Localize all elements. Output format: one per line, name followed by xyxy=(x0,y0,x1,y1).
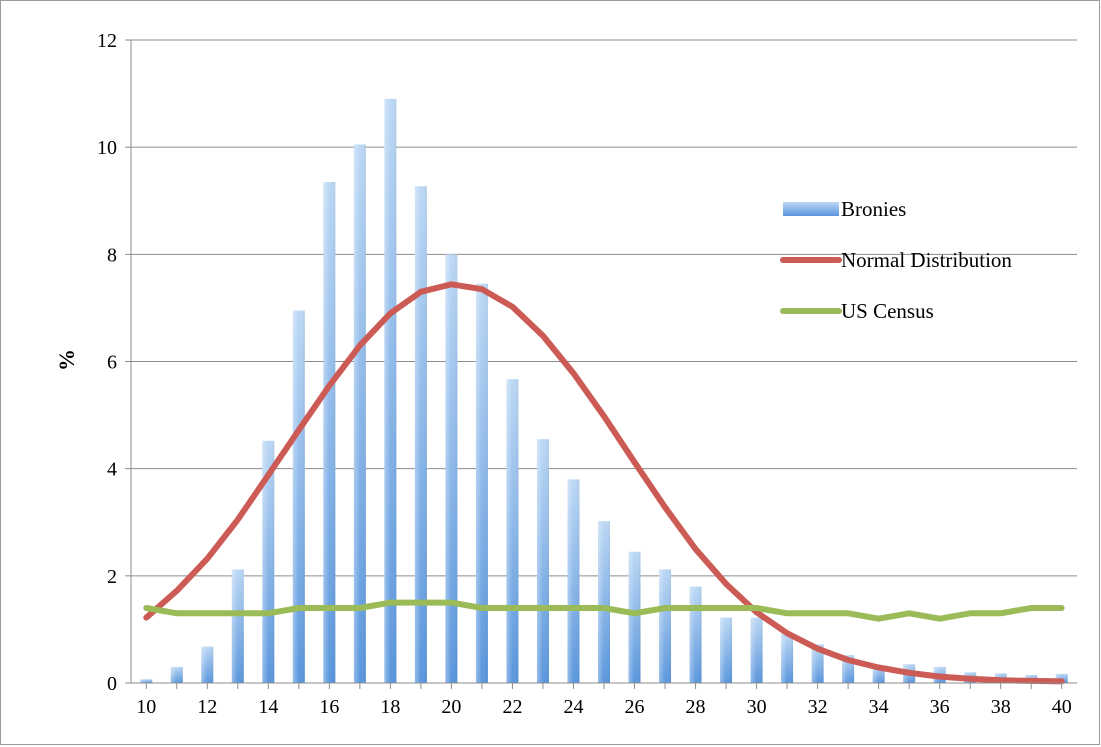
x-tick-label: 36 xyxy=(930,696,950,718)
bar-shine xyxy=(170,666,183,683)
x-tick-label: 12 xyxy=(197,696,217,718)
bar-shine xyxy=(201,646,214,683)
bar-shine xyxy=(536,439,549,683)
bar-15 xyxy=(292,310,305,683)
bar-30 xyxy=(750,617,763,683)
bar-26 xyxy=(628,551,641,683)
y-tick-label: 4 xyxy=(107,459,117,481)
bar-24 xyxy=(567,479,580,683)
legend-item-normal-distribution: Normal Distribution xyxy=(780,248,1012,272)
x-tick-label: 40 xyxy=(1052,696,1072,718)
bar-shine xyxy=(689,586,702,683)
bar-22 xyxy=(506,379,519,683)
bar-21 xyxy=(475,283,488,683)
x-tick-label: 28 xyxy=(686,696,706,718)
y-tick-label: 2 xyxy=(107,566,117,588)
bar-shine xyxy=(323,181,336,683)
bar-shine xyxy=(659,569,672,683)
x-tick-label: 24 xyxy=(563,696,583,718)
x-tick-label: 32 xyxy=(808,696,828,718)
bar-shine xyxy=(475,283,488,683)
bar-31 xyxy=(781,633,794,683)
bar-17 xyxy=(353,144,366,684)
bar-shine xyxy=(384,98,397,684)
bar-shine xyxy=(292,310,305,683)
bar-shine xyxy=(750,617,763,683)
bar-shine xyxy=(262,440,275,683)
y-axis-label: % xyxy=(54,349,79,371)
legend-item-us-census: US Census xyxy=(780,299,934,323)
y-tick-label: 0 xyxy=(107,673,117,695)
legend-label: US Census xyxy=(841,299,934,323)
bar-shine xyxy=(445,254,458,684)
x-tick-label: 18 xyxy=(380,696,400,718)
bronies-bars xyxy=(140,98,1068,684)
legend-label: Bronies xyxy=(841,197,906,221)
x-tick-label: 14 xyxy=(258,696,278,718)
bar-13 xyxy=(231,569,244,683)
us-census-line xyxy=(143,599,1065,622)
x-tick-label: 10 xyxy=(136,696,156,718)
axes xyxy=(125,39,1077,689)
bar-10 xyxy=(140,679,153,683)
bar-shine xyxy=(567,479,580,683)
legend-label: Normal Distribution xyxy=(841,248,1012,272)
bar-11 xyxy=(170,666,183,683)
bar-18 xyxy=(384,98,397,684)
normal-distribution-line xyxy=(143,281,1065,685)
bar-20 xyxy=(445,254,458,684)
y-tick-labels: 0 2 4 6 8 10 12 xyxy=(97,30,117,695)
bar-28 xyxy=(689,586,702,683)
legend: Bronies Normal Distribution US Census xyxy=(780,197,1012,323)
legend-item-bronies: Bronies xyxy=(783,197,906,221)
bar-shine xyxy=(353,144,366,684)
bar-shine xyxy=(140,679,153,683)
bar-12 xyxy=(201,646,214,683)
series-lines xyxy=(143,281,1065,685)
bar-shine xyxy=(414,186,427,683)
y-tick-label: 8 xyxy=(107,244,117,266)
y-tick-label: 12 xyxy=(97,30,117,52)
legend-swatch xyxy=(783,202,839,216)
x-tick-label: 16 xyxy=(319,696,339,718)
x-tick-label: 34 xyxy=(869,696,889,718)
bar-shine xyxy=(506,379,519,683)
x-tick-label: 30 xyxy=(747,696,767,718)
x-tick-label: 22 xyxy=(502,696,522,718)
bar-shine xyxy=(231,569,244,683)
bar-14 xyxy=(262,440,275,683)
bar-23 xyxy=(536,439,549,683)
bar-32 xyxy=(811,644,824,683)
x-tick-label: 26 xyxy=(625,696,645,718)
x-tick-labels: 10 12 14 16 18 20 22 24 26 28 30 32 34 36 38 40 xyxy=(136,696,1071,718)
gridlines xyxy=(131,39,1077,577)
bar-shine xyxy=(628,551,641,683)
bar-25 xyxy=(598,521,610,683)
bar-29 xyxy=(720,617,733,683)
y-tick-label: 10 xyxy=(97,137,117,159)
bar-shine xyxy=(598,521,610,683)
x-tick-label: 38 xyxy=(991,696,1011,718)
bar-shine xyxy=(811,644,824,683)
bar-19 xyxy=(414,186,427,683)
bar-shine xyxy=(781,633,794,683)
bar-16 xyxy=(323,181,336,683)
y-tick-label: 6 xyxy=(107,352,117,374)
bar-shine xyxy=(720,617,733,683)
x-tick-label: 20 xyxy=(441,696,461,718)
bar-27 xyxy=(659,569,672,683)
